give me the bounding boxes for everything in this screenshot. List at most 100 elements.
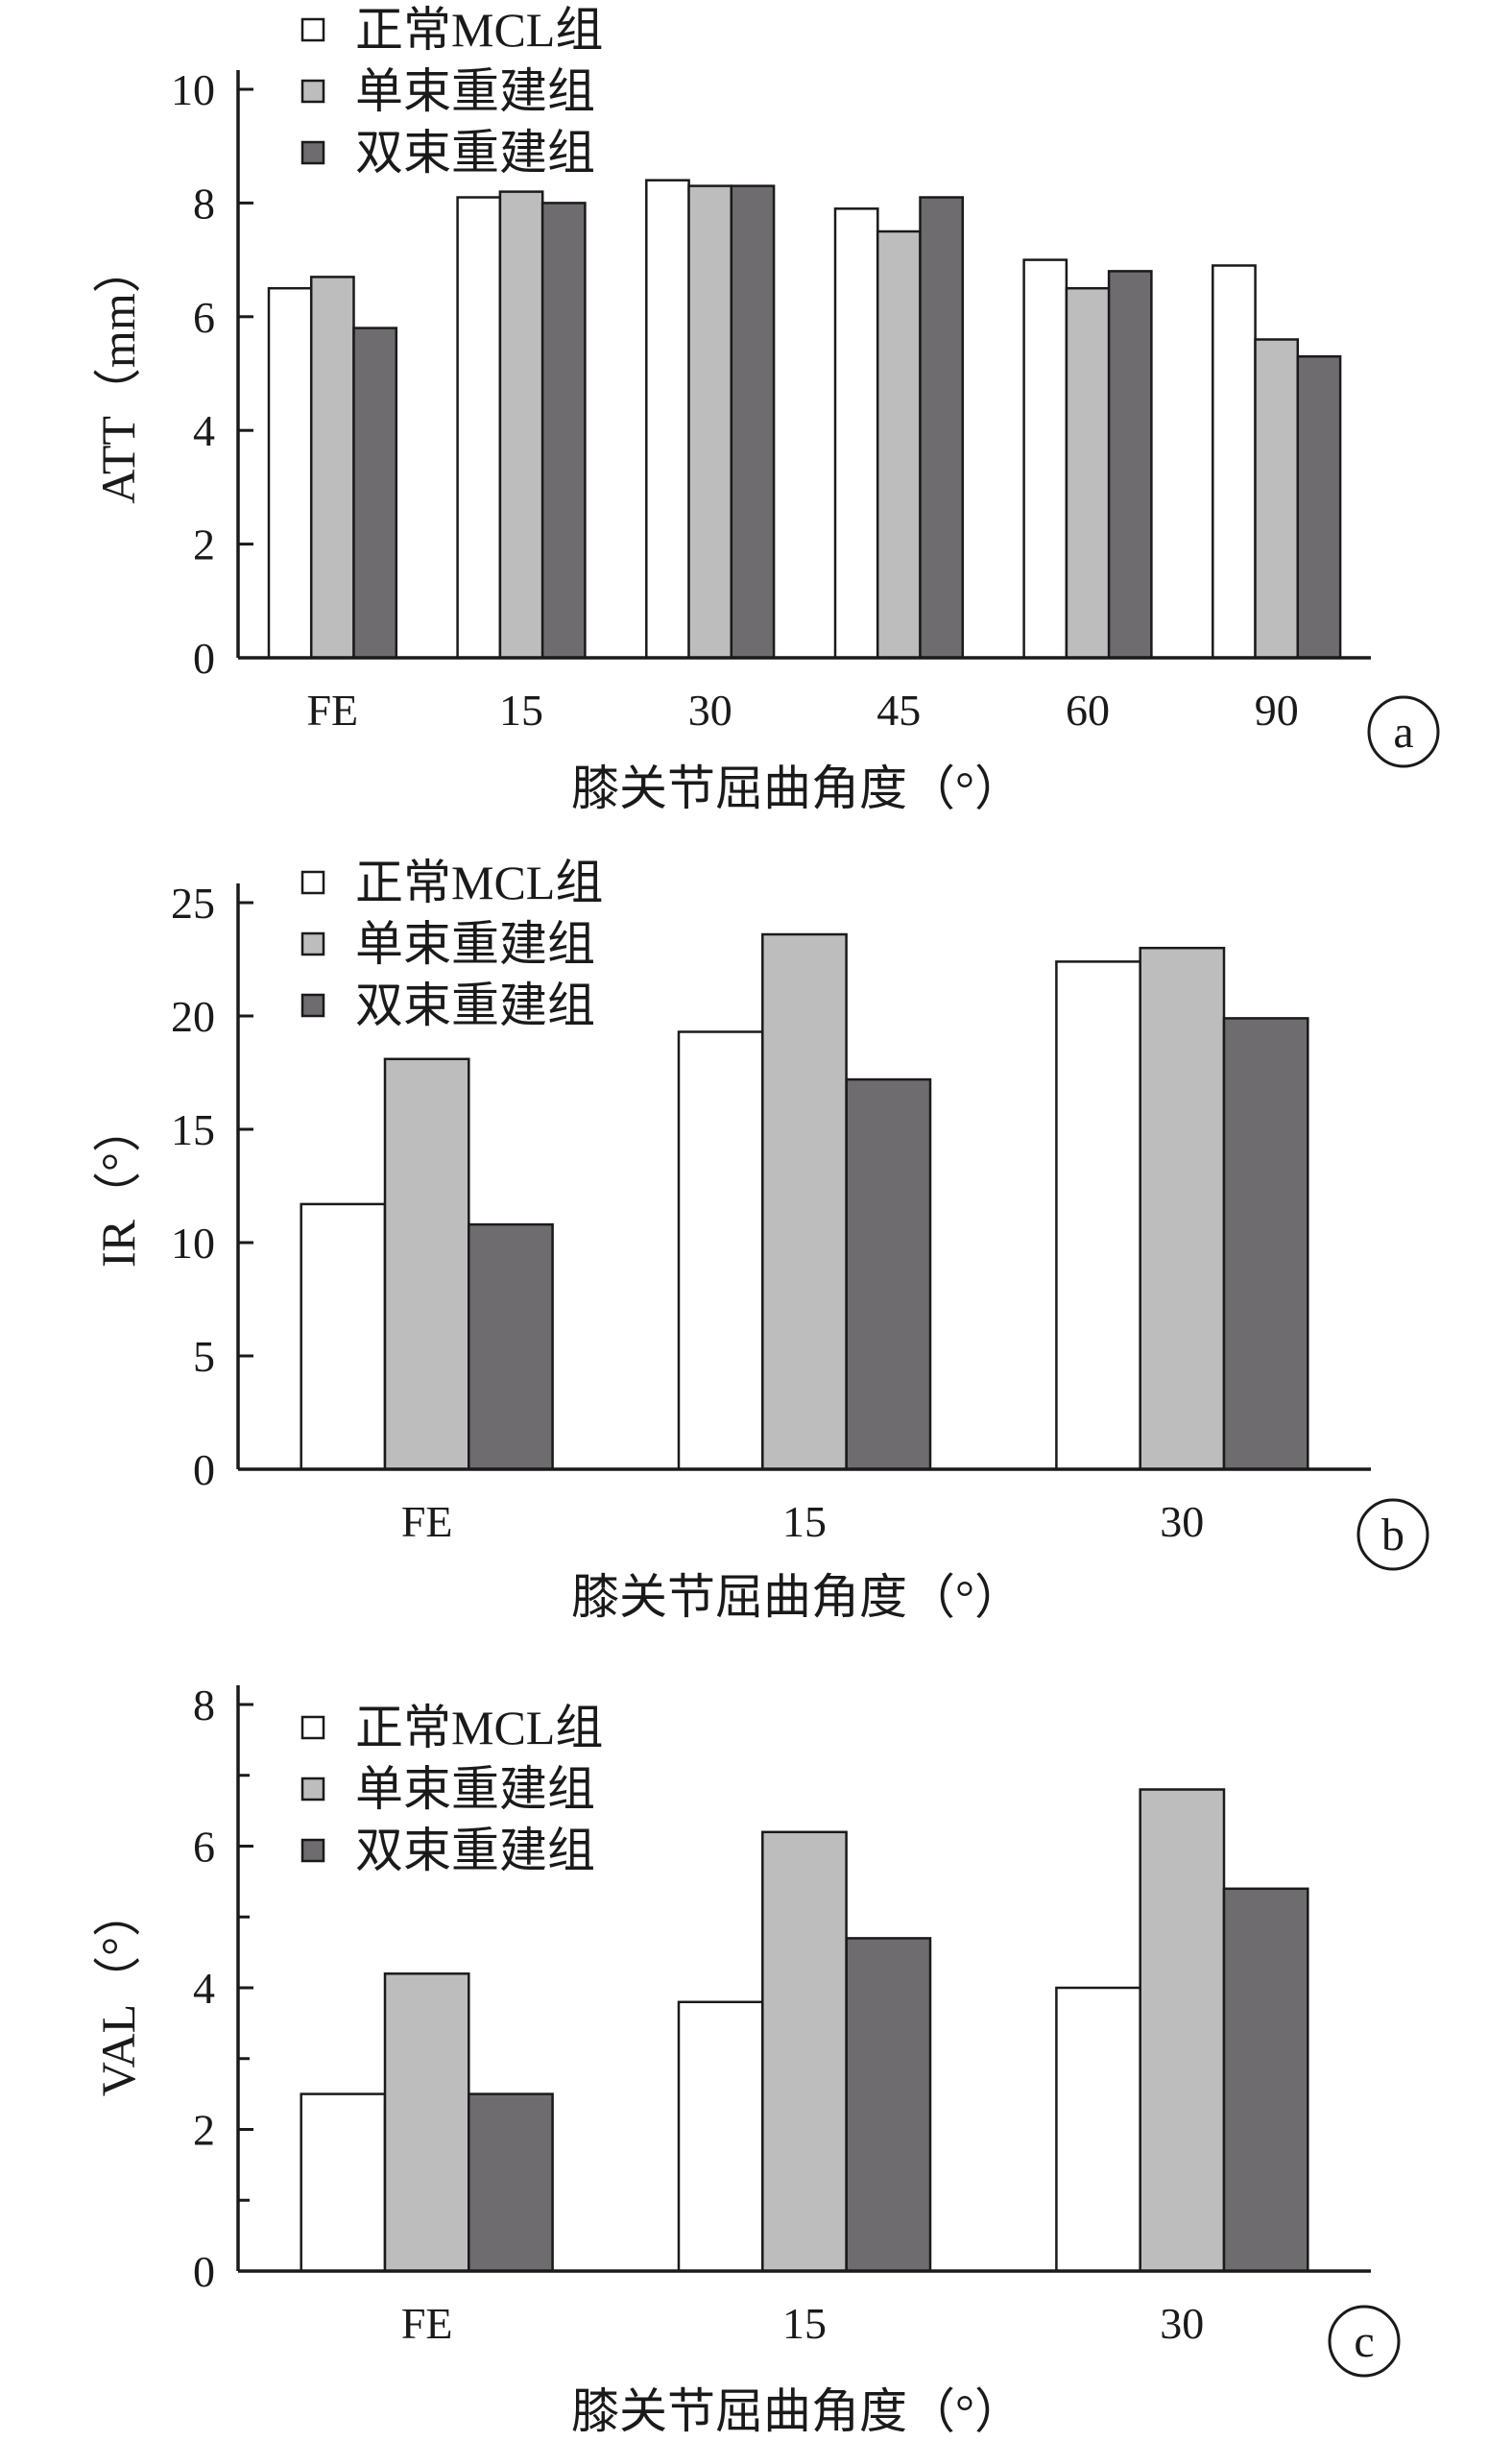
legend-label: 双束重建组 xyxy=(355,979,595,1032)
y-tick-label: 15 xyxy=(171,1105,215,1154)
bar xyxy=(1139,1788,1226,2273)
y-tick-label: 0 xyxy=(193,2247,215,2296)
chart-panel-b: 正常MCL组 单束重建组 双束重建组 IR（°） 膝关节屈曲角度（°） b FE… xyxy=(91,856,1429,1624)
bar xyxy=(1212,264,1257,660)
bar xyxy=(468,1222,554,1471)
y-axis-title: VAL（°） xyxy=(91,1889,145,2096)
bar xyxy=(498,190,544,660)
legend-label: 单束重建组 xyxy=(355,917,595,971)
bar xyxy=(687,184,733,660)
legend-label: 双束重建组 xyxy=(355,1824,595,1877)
legend-label: 单束重建组 xyxy=(355,1762,595,1816)
panel-label: a xyxy=(1393,707,1413,758)
x-axis-title: 膝关节屈曲角度（°） xyxy=(571,2384,1022,2438)
bar xyxy=(677,2000,764,2273)
x-tick-label: 15 xyxy=(499,686,543,735)
legend: 正常MCL组 单束重建组 双束重建组 xyxy=(300,3,603,180)
x-tick-label: FE xyxy=(306,686,358,735)
bar xyxy=(352,326,398,660)
panel-label-circle xyxy=(1356,1498,1429,1571)
y-tick-label: 2 xyxy=(193,2106,215,2155)
x-tick-label: 30 xyxy=(688,686,732,735)
bar xyxy=(383,1057,470,1471)
bar xyxy=(761,932,848,1471)
y-axis-title: ATT（mm） xyxy=(91,245,145,503)
x-tick-label: 90 xyxy=(1255,686,1299,735)
bar xyxy=(383,1972,470,2273)
bar xyxy=(833,207,879,660)
bar xyxy=(300,2092,387,2273)
legend-item: 双束重建组 xyxy=(300,1824,595,1877)
y-tick-label: 0 xyxy=(193,634,215,683)
bar xyxy=(456,196,502,660)
x-tick-label: 30 xyxy=(1160,1497,1204,1546)
bar xyxy=(1065,286,1111,660)
legend-swatch xyxy=(300,140,325,165)
bar xyxy=(1055,960,1141,1471)
y-tick-label: 20 xyxy=(171,992,215,1041)
bar xyxy=(1254,338,1300,660)
legend-item: 正常MCL组 xyxy=(300,3,603,57)
y-tick-label: 6 xyxy=(193,1823,215,1872)
y-tick-label: 4 xyxy=(193,406,215,455)
legend-swatch xyxy=(300,993,325,1018)
panel-label-circle xyxy=(1328,2305,1401,2378)
legend-item: 正常MCL组 xyxy=(300,1701,603,1754)
legend-swatch xyxy=(300,1715,325,1740)
bar xyxy=(761,1830,848,2273)
bar xyxy=(300,1202,387,1471)
legend: 正常MCL组 单束重建组 双束重建组 xyxy=(300,856,603,1032)
y-tick-label: 2 xyxy=(193,520,215,569)
bar xyxy=(1107,270,1153,660)
bar xyxy=(876,230,922,660)
y-tick-label: 8 xyxy=(193,1680,215,1729)
bar xyxy=(1222,1887,1309,2273)
y-axis-title: IR（°） xyxy=(91,1104,145,1268)
x-axis-title: 膝关节屈曲角度（°） xyxy=(571,1570,1022,1624)
y-tick-label: 4 xyxy=(193,1964,215,2013)
x-tick-label: 15 xyxy=(782,1497,827,1546)
legend-swatch xyxy=(300,931,325,956)
legend-swatch xyxy=(300,1838,325,1863)
legend: 正常MCL组 单束重建组 双束重建组 xyxy=(300,1701,603,1877)
legend-swatch xyxy=(300,1777,325,1801)
legend-label: 双束重建组 xyxy=(355,126,595,180)
legend-item: 正常MCL组 xyxy=(300,856,603,909)
legend-label: 正常MCL组 xyxy=(355,1701,603,1754)
bar xyxy=(645,179,690,660)
legend-label: 单束重建组 xyxy=(355,64,595,118)
y-tick-label: 6 xyxy=(193,293,215,342)
chart-panel-c: 正常MCL组 单束重建组 双束重建组 VAL（°） 膝关节屈曲角度（°） c F… xyxy=(91,1680,1401,2438)
x-axis-title: 膝关节屈曲角度（°） xyxy=(571,762,1022,815)
bar-group: FE 15 30 xyxy=(300,1788,1309,2348)
y-tick-label: 8 xyxy=(193,179,215,228)
x-tick-label: 45 xyxy=(876,686,921,735)
legend-label: 正常MCL组 xyxy=(355,856,603,909)
panel-label-circle xyxy=(1367,695,1440,768)
x-tick-label: 30 xyxy=(1160,2299,1204,2348)
legend-item: 双束重建组 xyxy=(300,126,595,180)
bar xyxy=(267,286,313,660)
bar xyxy=(845,1937,932,2273)
legend-swatch xyxy=(300,870,325,895)
panel-label: b xyxy=(1381,1510,1404,1560)
bar xyxy=(1139,946,1226,1471)
bar xyxy=(677,1030,764,1471)
bar xyxy=(540,202,587,660)
x-tick-label: FE xyxy=(401,1497,453,1546)
bar xyxy=(1222,1017,1309,1471)
bar xyxy=(309,276,355,660)
bar xyxy=(1022,258,1068,660)
chart-panel-a: 正常MCL组 单束重建组 双束重建组 ATT（mm） 膝关节屈曲角度（°） a … xyxy=(91,3,1440,815)
bar-group: FE 15 30 xyxy=(300,932,1309,1546)
y-tick-label: 10 xyxy=(171,65,215,114)
bar xyxy=(730,184,776,660)
x-tick-label: FE xyxy=(401,2299,453,2348)
legend-swatch xyxy=(300,79,325,104)
legend-item: 单束重建组 xyxy=(300,64,595,118)
legend-swatch xyxy=(300,17,325,42)
y-tick-label: 10 xyxy=(171,1219,215,1268)
bar xyxy=(468,2092,554,2273)
legend-label: 正常MCL组 xyxy=(355,3,603,57)
